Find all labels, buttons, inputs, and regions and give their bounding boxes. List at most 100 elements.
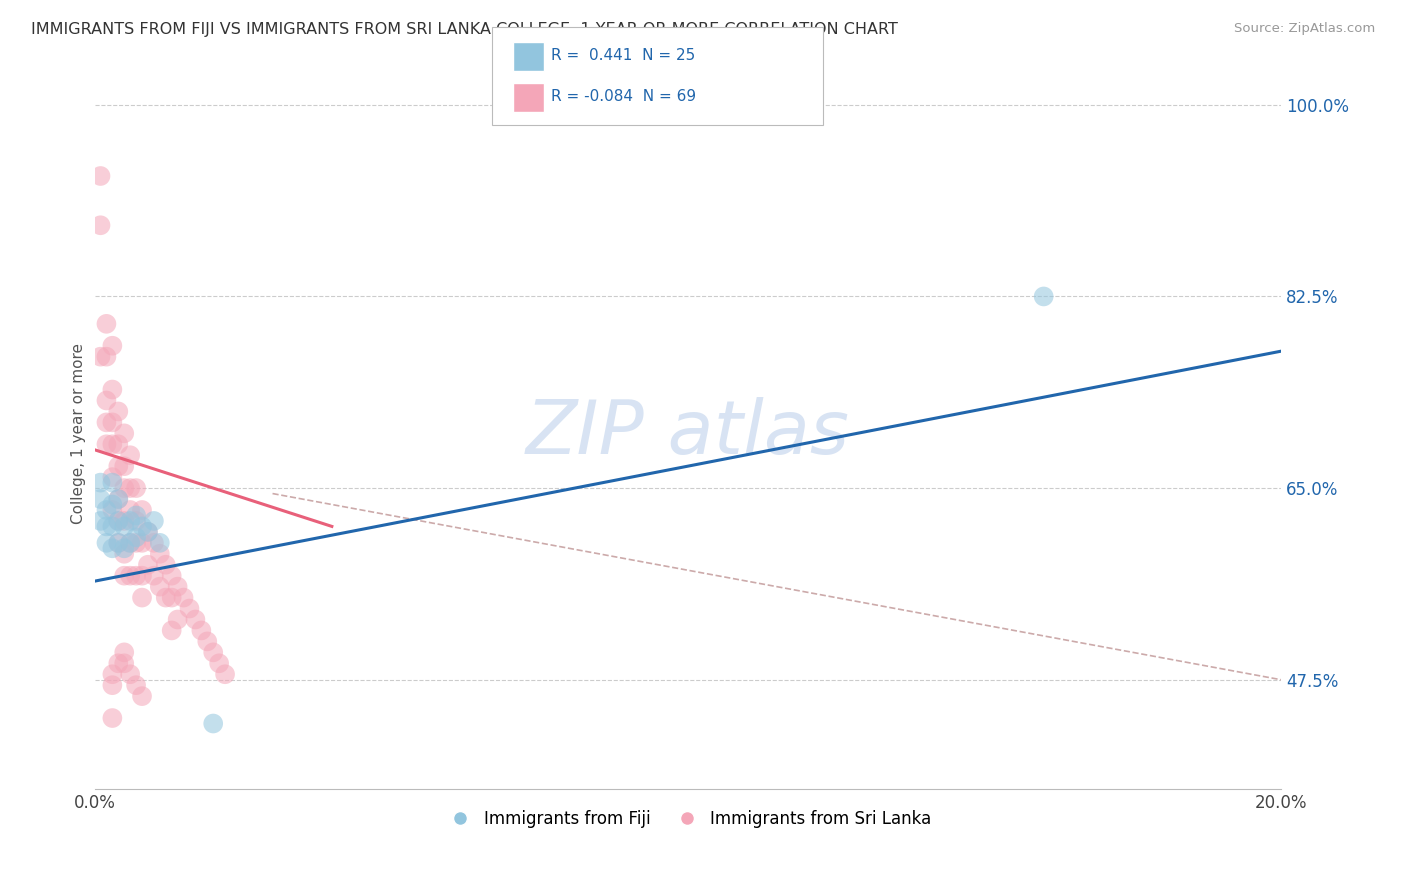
Point: [190, 624, 212, 638]
Point: [107, 514, 129, 528]
Point: [166, 580, 188, 594]
Point: [1032, 289, 1054, 303]
Point: [112, 481, 135, 495]
Point: [96, 393, 118, 408]
Point: [125, 536, 148, 550]
Point: [112, 459, 135, 474]
Point: [101, 711, 124, 725]
Point: [149, 547, 172, 561]
Point: [155, 558, 177, 572]
Point: [131, 591, 153, 605]
Point: [125, 481, 148, 495]
Point: [179, 601, 201, 615]
Point: [195, 634, 218, 648]
Point: [107, 404, 129, 418]
Point: [112, 514, 135, 528]
Point: [131, 503, 153, 517]
Point: [160, 591, 183, 605]
Point: [101, 339, 124, 353]
Point: [120, 568, 142, 582]
Point: [101, 541, 124, 556]
Point: [184, 612, 207, 626]
Point: [112, 645, 135, 659]
Point: [120, 448, 142, 462]
Point: [120, 514, 142, 528]
Point: [107, 491, 129, 506]
Point: [101, 519, 124, 533]
Legend: Immigrants from Fiji, Immigrants from Sri Lanka: Immigrants from Fiji, Immigrants from Sr…: [437, 803, 938, 834]
Point: [101, 470, 124, 484]
Point: [112, 547, 135, 561]
Point: [112, 568, 135, 582]
Point: [101, 678, 124, 692]
Point: [208, 657, 231, 671]
Point: [120, 503, 142, 517]
Point: [89, 491, 111, 506]
Point: [125, 530, 148, 544]
Point: [131, 536, 153, 550]
Text: IMMIGRANTS FROM FIJI VS IMMIGRANTS FROM SRI LANKA COLLEGE, 1 YEAR OR MORE CORREL: IMMIGRANTS FROM FIJI VS IMMIGRANTS FROM …: [31, 22, 898, 37]
Point: [112, 426, 135, 441]
Point: [149, 580, 172, 594]
Point: [107, 459, 129, 474]
Point: [202, 645, 225, 659]
Point: [166, 612, 188, 626]
Point: [202, 716, 225, 731]
Point: [120, 481, 142, 495]
Point: [136, 558, 159, 572]
Point: [89, 169, 111, 183]
Point: [155, 591, 177, 605]
Point: [131, 519, 153, 533]
Point: [112, 541, 135, 556]
Point: [107, 657, 129, 671]
Point: [89, 350, 111, 364]
Point: [96, 416, 118, 430]
Point: [96, 437, 118, 451]
Point: [136, 524, 159, 539]
Text: R =  0.441  N = 25: R = 0.441 N = 25: [551, 48, 696, 62]
Point: [96, 317, 118, 331]
Point: [131, 689, 153, 703]
Point: [131, 568, 153, 582]
Point: [120, 536, 142, 550]
Point: [89, 219, 111, 233]
Point: [101, 475, 124, 490]
Point: [96, 536, 118, 550]
Point: [112, 657, 135, 671]
Point: [107, 437, 129, 451]
Point: [125, 678, 148, 692]
Y-axis label: College, 1 year or more: College, 1 year or more: [72, 343, 86, 524]
Point: [101, 416, 124, 430]
Point: [160, 624, 183, 638]
Point: [96, 350, 118, 364]
Point: [107, 536, 129, 550]
Text: ZIP atlas: ZIP atlas: [526, 397, 849, 469]
Point: [101, 667, 124, 681]
Point: [120, 536, 142, 550]
Point: [125, 568, 148, 582]
Point: [214, 667, 236, 681]
Point: [107, 491, 129, 506]
Point: [142, 536, 165, 550]
Point: [136, 524, 159, 539]
Point: [173, 591, 195, 605]
Point: [107, 514, 129, 528]
Point: [112, 519, 135, 533]
Point: [101, 498, 124, 512]
Point: [101, 437, 124, 451]
Point: [96, 503, 118, 517]
Text: Source: ZipAtlas.com: Source: ZipAtlas.com: [1234, 22, 1375, 36]
Point: [89, 475, 111, 490]
Point: [107, 536, 129, 550]
Point: [101, 503, 124, 517]
Point: [101, 383, 124, 397]
Point: [96, 519, 118, 533]
Point: [89, 514, 111, 528]
Point: [125, 508, 148, 523]
Point: [149, 536, 172, 550]
Point: [125, 514, 148, 528]
Point: [160, 568, 183, 582]
Point: [142, 514, 165, 528]
Point: [142, 568, 165, 582]
Point: [120, 667, 142, 681]
